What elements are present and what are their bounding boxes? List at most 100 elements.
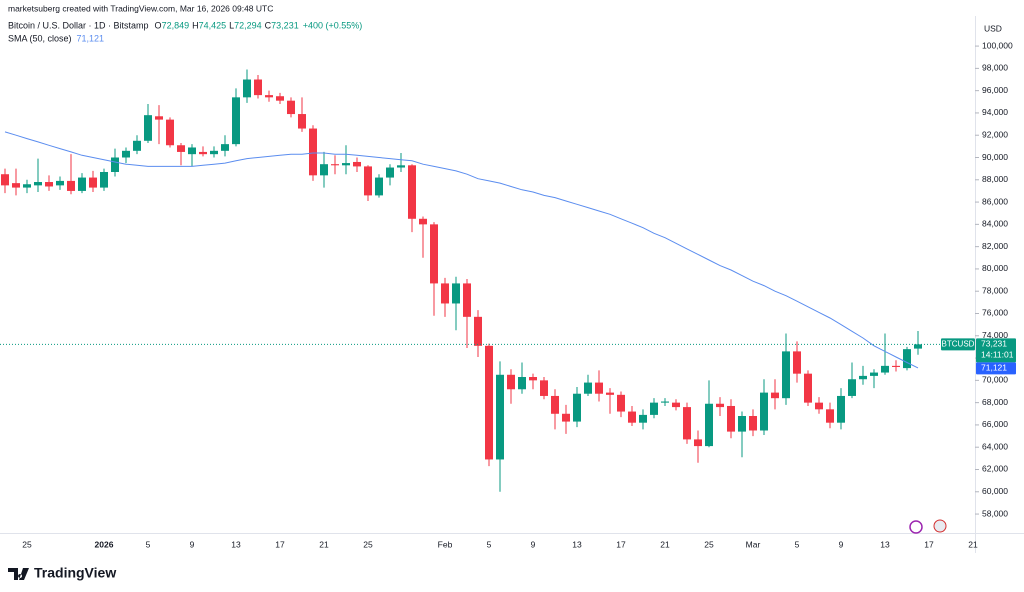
candle-body (507, 374, 515, 390)
candle-body (540, 380, 548, 396)
candle-body (452, 283, 460, 304)
y-tick-label: 68,000 (982, 397, 1008, 407)
candle-body (177, 145, 185, 152)
candle-body (617, 394, 625, 412)
candle-body (254, 79, 262, 96)
candle-body (650, 402, 658, 415)
y-tick-label: 82,000 (982, 241, 1008, 251)
currency: USD (984, 23, 1002, 33)
candle-body (705, 403, 713, 447)
credit: marketsuberg created with TradingView.co… (8, 3, 273, 13)
countdown: 14:11:01 (981, 350, 1014, 360)
brand: TradingView (34, 565, 116, 581)
x-tick-label: 9 (839, 539, 844, 549)
x-tick-label: 25 (363, 539, 373, 549)
icon[interactable] (909, 520, 923, 534)
y-tick-label: 58,000 (982, 508, 1008, 518)
candle-body (914, 344, 922, 349)
y-tick-label: 92,000 (982, 129, 1008, 139)
symbol-title: Bitcoin / U.S. Dollar · 1D · Bitstamp (8, 20, 149, 30)
x-tick-label: 25 (704, 539, 714, 549)
ohlc-key: H (192, 20, 199, 30)
ohlc-value: 72,294 (234, 20, 262, 30)
candle-body (441, 283, 449, 304)
ohlc-value: 73,231 (271, 20, 299, 30)
y-tick-label: 64,000 (982, 441, 1008, 451)
candle-body (265, 95, 273, 98)
candle-body (716, 403, 724, 408)
candle-body (232, 97, 240, 145)
y-tick-label: 86,000 (982, 196, 1008, 206)
candle-body (331, 164, 339, 166)
candle-body (859, 375, 867, 380)
ohlc-change: +400 (+0.55%) (303, 20, 363, 30)
logo-icon (8, 568, 29, 580)
candle-body (375, 177, 383, 196)
candle-body (100, 171, 108, 188)
candle-body (78, 177, 86, 191)
y-tick-label: 88,000 (982, 174, 1008, 184)
symbol-label: BTCUSD (942, 339, 975, 348)
x-tick-label: 5 (146, 539, 151, 549)
candle-body (837, 395, 845, 423)
candle-body (529, 377, 537, 381)
icons (909, 519, 947, 534)
candle-body (903, 349, 911, 369)
x-tick-label: 21 (660, 539, 670, 549)
plot-area (1, 69, 922, 492)
candle-body (881, 365, 889, 373)
candle-body (309, 128, 317, 176)
candle-body (111, 157, 119, 172)
x-tick-label: 21 (319, 539, 329, 549)
candle-body (199, 151, 207, 155)
logo: TradingView (8, 565, 116, 581)
candle-body (496, 374, 504, 460)
candle-body (386, 167, 394, 178)
x-tick-label: Feb (438, 539, 453, 549)
candle-body (210, 150, 218, 155)
x-tick-label: 21 (968, 539, 978, 549)
candle-body (782, 351, 790, 399)
candle-body (661, 401, 669, 403)
candle-body (364, 166, 372, 196)
sma-legend-value: 71,121 (77, 33, 105, 43)
price-label: 73,231 (981, 339, 1007, 349)
y-tick-label: 98,000 (982, 63, 1008, 73)
icon[interactable] (933, 519, 947, 533)
sma-legend: SMA (50, close) (8, 33, 72, 43)
candle-body (45, 182, 53, 187)
candle-body (815, 402, 823, 410)
candle-body (397, 165, 405, 168)
x-tick-label: 13 (880, 539, 890, 549)
y-tick-label: 84,000 (982, 219, 1008, 229)
y-tick-label: 94,000 (982, 107, 1008, 117)
candle-body (133, 140, 141, 151)
x-tick-label: 17 (616, 539, 626, 549)
ohlc-value: 72,849 (162, 20, 190, 30)
candle-body (67, 180, 75, 191)
candle-body (298, 114, 306, 129)
sma-tag (976, 362, 1016, 375)
candle-body (628, 411, 636, 423)
candle-body (892, 365, 900, 367)
candle-body (12, 183, 20, 188)
y-tick-label: 60,000 (982, 486, 1008, 496)
candle-body (518, 377, 526, 390)
ohlc-key: O (155, 20, 162, 30)
candle-body (89, 177, 97, 188)
candle-body (419, 218, 427, 225)
x-tick-label: 9 (531, 539, 536, 549)
candle-body (353, 161, 361, 167)
candle-body (606, 392, 614, 395)
price-tag (976, 338, 1016, 363)
candle-body (727, 405, 735, 432)
candle-body (848, 379, 856, 396)
symbol-tag (941, 338, 975, 351)
sma-price-label: 71,121 (981, 363, 1007, 373)
candle-body (694, 439, 702, 447)
y-tick-label: 100,000 (982, 40, 1013, 50)
candle-body (551, 395, 559, 414)
y-tick-label: 96,000 (982, 85, 1008, 95)
